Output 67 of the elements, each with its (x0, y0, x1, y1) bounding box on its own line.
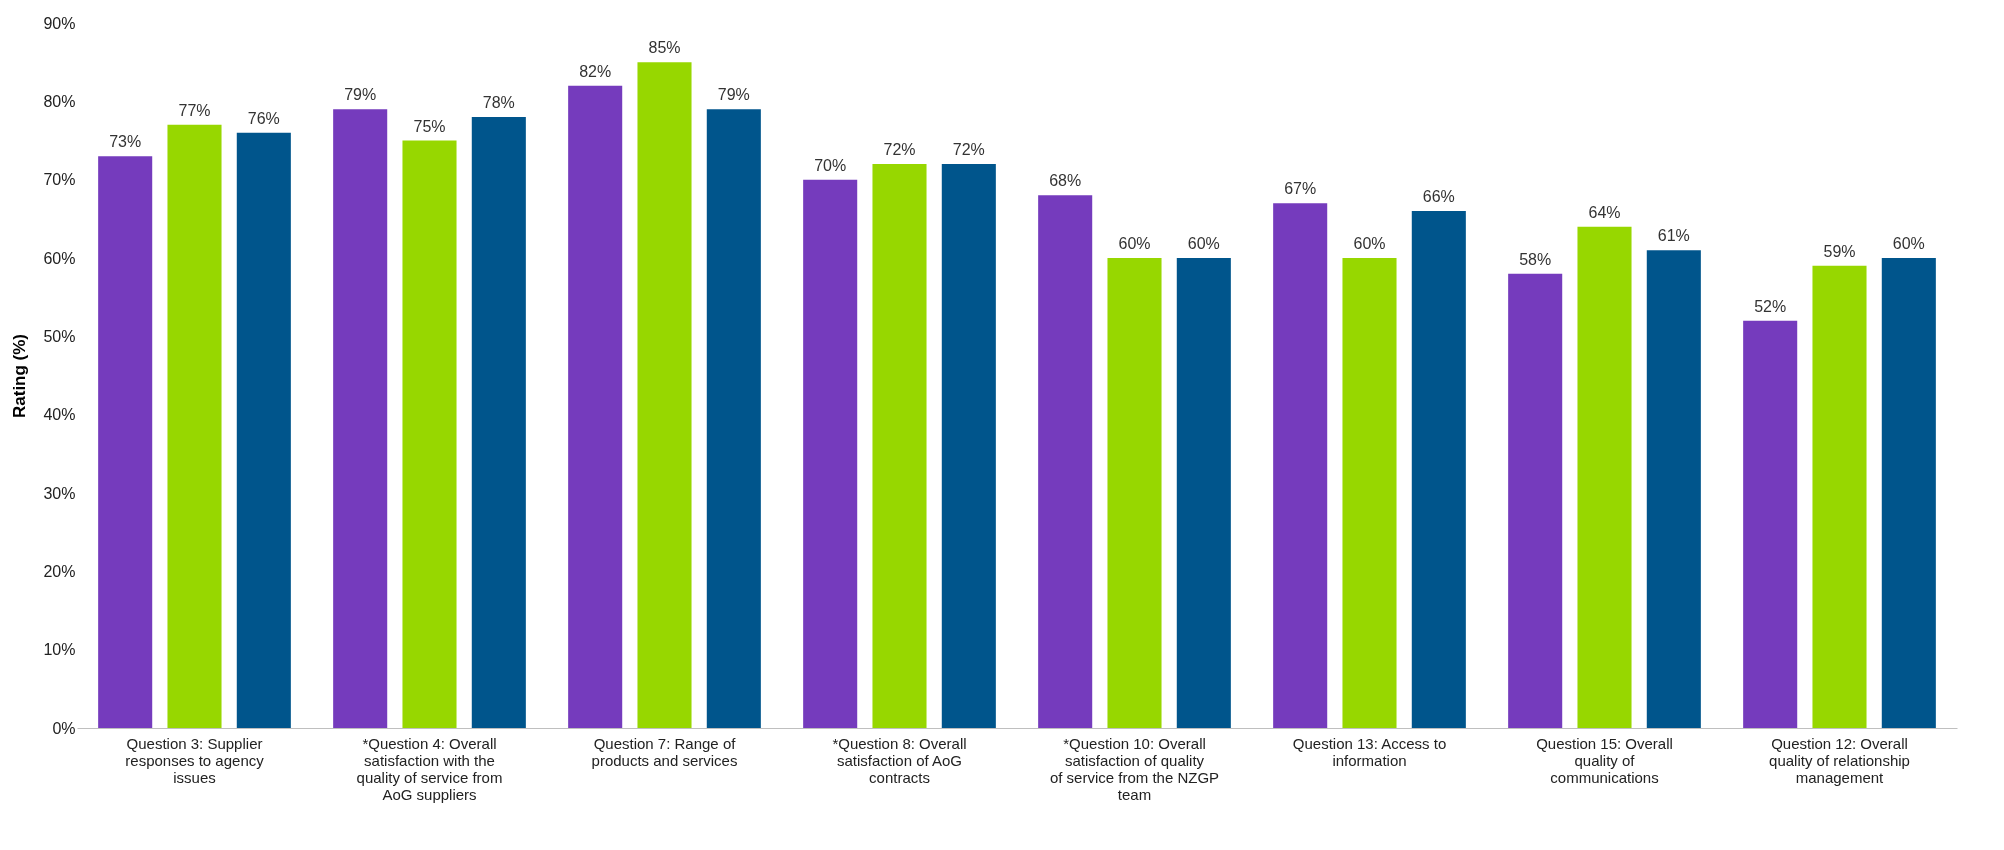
bar (872, 164, 927, 728)
bar (1508, 273, 1563, 728)
data-label: 79% (717, 86, 750, 104)
data-label: 66% (1422, 188, 1455, 205)
x-tick-label: Question 7: Range of products and services (591, 734, 738, 769)
bar (1107, 258, 1162, 728)
y-tick-label: 20% (43, 562, 76, 580)
x-tick-label: Question 12: Overall quality of relationship management (1769, 734, 1910, 786)
data-label: 85% (648, 39, 681, 57)
bar (236, 132, 291, 728)
bar (1038, 195, 1093, 728)
bar (98, 156, 153, 728)
data-label: 72% (952, 141, 985, 158)
y-tick-label: 10% (43, 641, 76, 659)
x-tick-label: Question 3: Supplier responses to agency issues (125, 734, 265, 786)
bar (1743, 320, 1798, 728)
bar (402, 140, 457, 728)
y-tick-label: 30% (43, 484, 76, 502)
y-tick-label: 60% (43, 249, 76, 267)
data-label: 64% (1588, 203, 1621, 221)
data-label: 59% (1823, 242, 1856, 260)
data-label: 58% (1519, 250, 1552, 268)
bar (1881, 258, 1936, 728)
data-label: 60% (1187, 235, 1220, 252)
bar (1273, 203, 1328, 728)
y-axis-title: Rating (%) (10, 333, 30, 419)
bar (333, 109, 388, 728)
y-tick-label: 90% (43, 14, 76, 32)
bar (1812, 265, 1867, 728)
x-tick-label: Question 15: Overall quality of communications (1536, 734, 1673, 786)
x-tick-label: *Question 4: Overall satisfaction with the quality of service from AoG suppliers (356, 734, 503, 803)
bar (637, 62, 692, 728)
data-label: 68% (1049, 172, 1082, 190)
y-tick-label: 40% (43, 406, 76, 424)
data-label: 78% (482, 94, 515, 111)
y-tick-label: 70% (43, 171, 76, 189)
data-label: 79% (344, 86, 377, 104)
data-label: 77% (178, 101, 211, 119)
bar (941, 164, 996, 728)
data-label: 72% (883, 141, 916, 158)
data-label: 76% (247, 109, 280, 127)
x-tick-label: *Question 10: Overall satisfaction of quality of service from the NZGP team (1049, 734, 1220, 803)
data-label: 70% (814, 156, 847, 174)
data-label: 60% (1892, 235, 1925, 252)
y-tick-label: 50% (43, 327, 76, 345)
data-label: 67% (1284, 180, 1317, 198)
bar (803, 179, 858, 728)
x-tick-label: Question 13: Access to information (1292, 734, 1447, 769)
bar (1577, 226, 1632, 728)
data-label: 73% (109, 133, 142, 151)
bar (1411, 211, 1466, 728)
data-label: 52% (1754, 297, 1787, 315)
bar (568, 85, 623, 728)
bar (706, 109, 761, 728)
y-tick-label: 0% (52, 719, 76, 737)
bar (471, 117, 526, 728)
bar (1176, 258, 1231, 728)
data-label: 61% (1657, 227, 1690, 245)
data-label: 60% (1353, 235, 1386, 252)
data-label: 82% (579, 62, 612, 80)
x-tick-label: *Question 8: Overall satisfaction of AoG contracts (832, 734, 967, 786)
data-label: 60% (1118, 235, 1151, 252)
data-label: 75% (413, 117, 446, 135)
bar (167, 124, 222, 728)
y-tick-label: 80% (43, 92, 76, 110)
bar (1646, 250, 1701, 728)
bar (1342, 258, 1397, 728)
